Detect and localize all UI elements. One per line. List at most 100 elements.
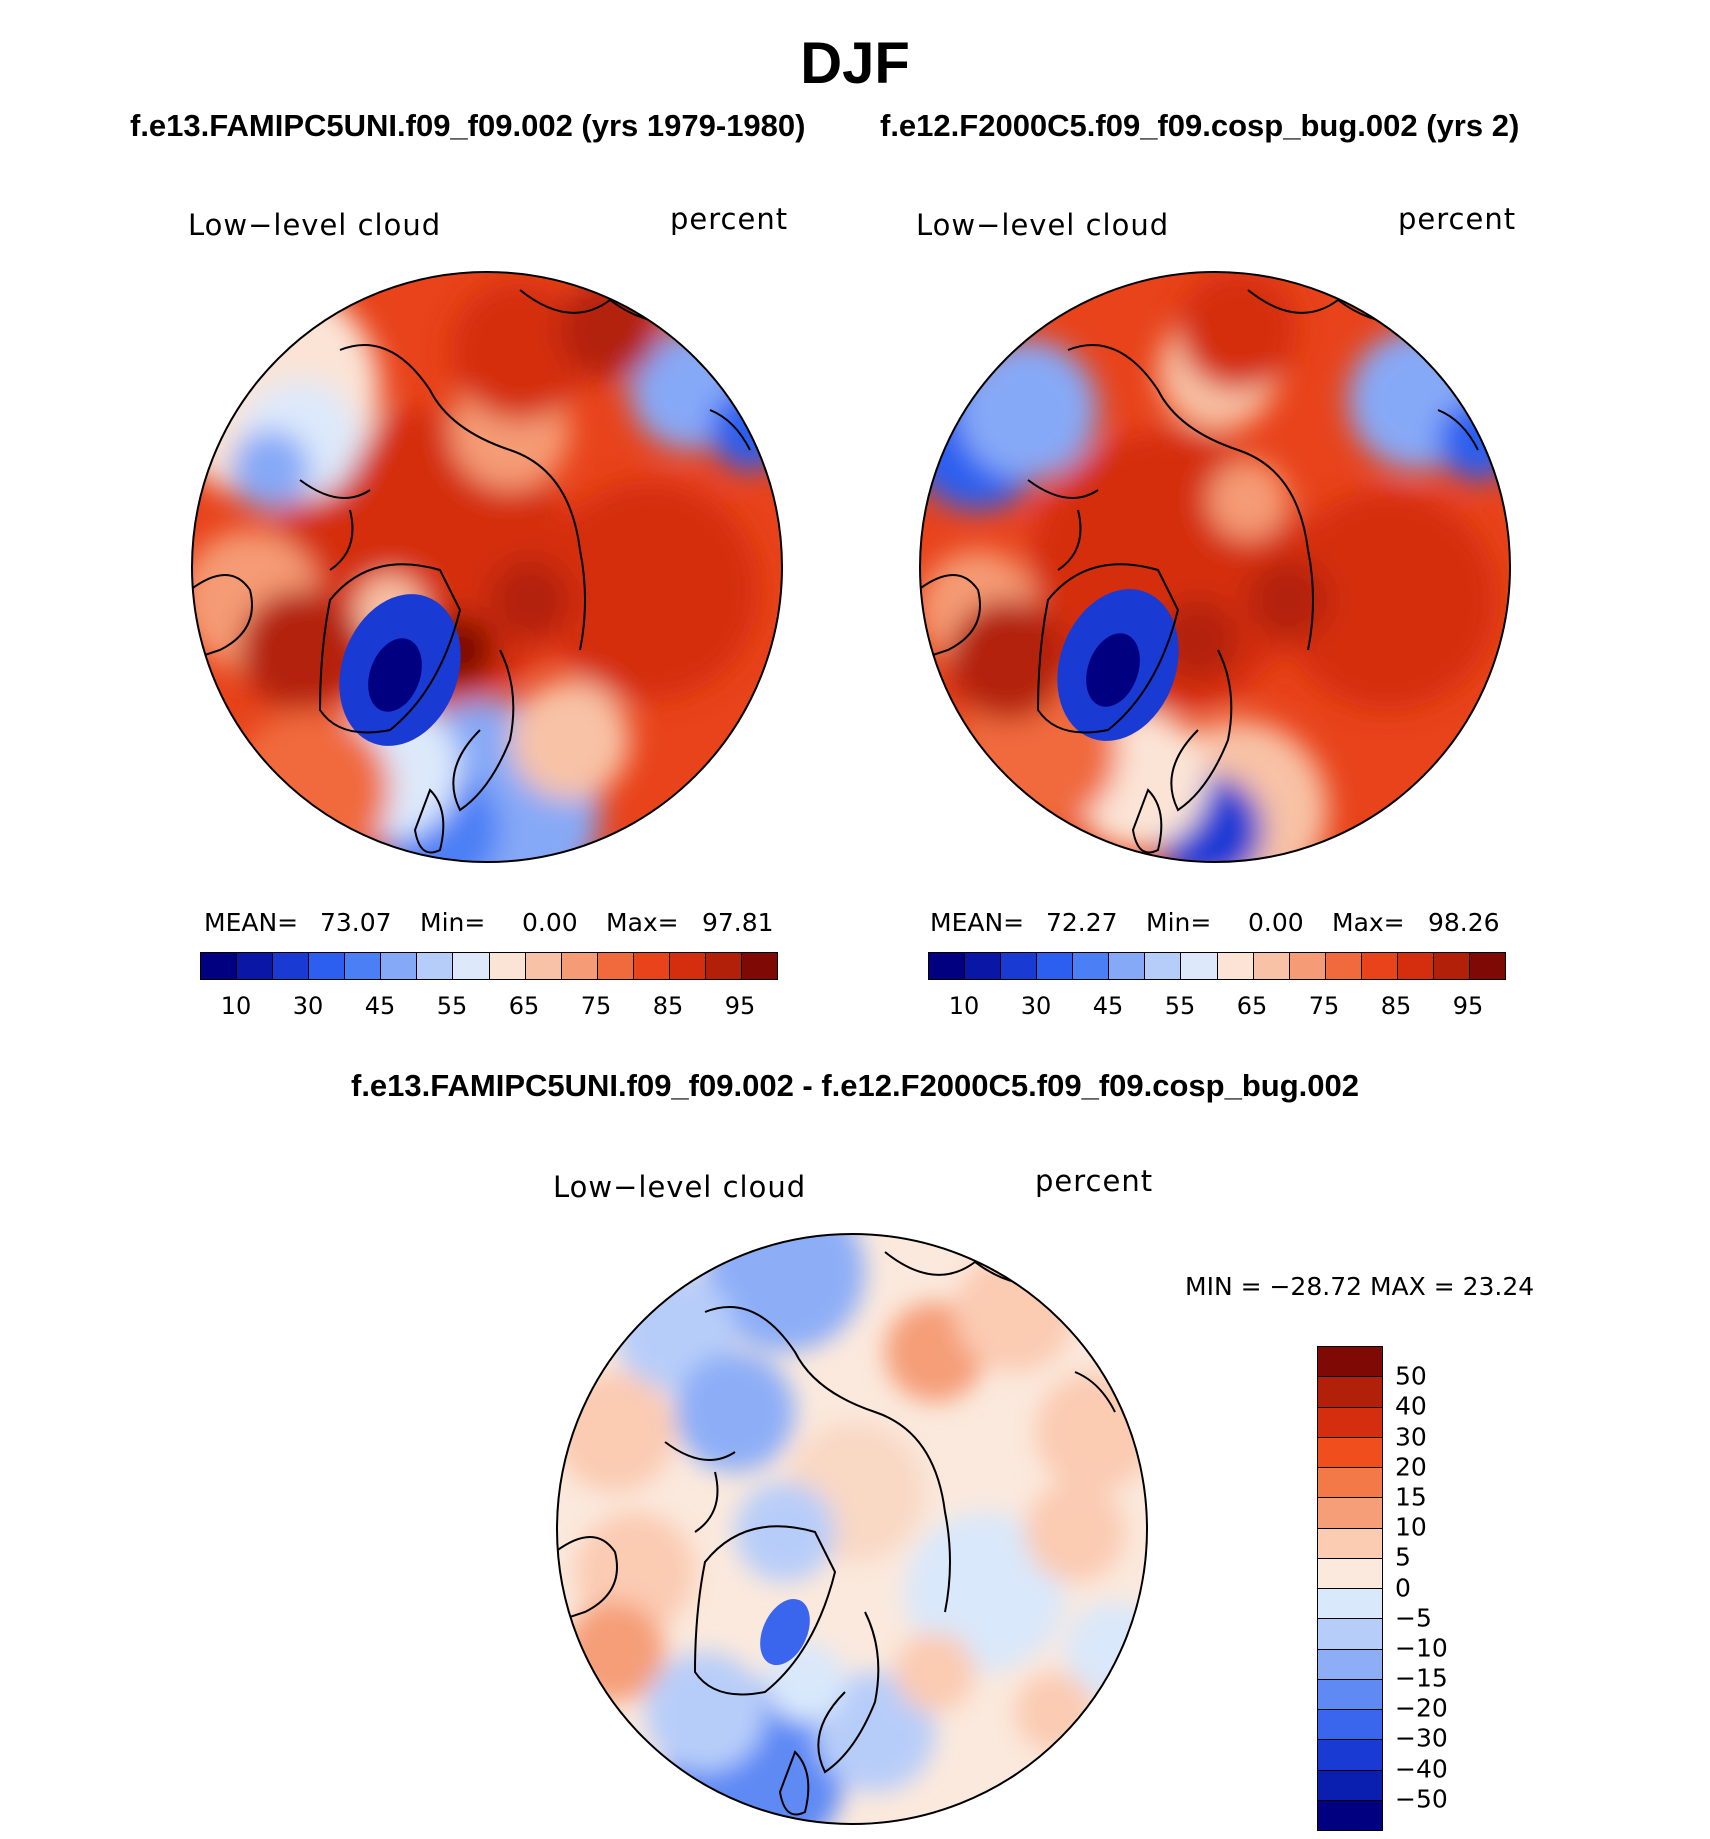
north-america-coastline xyxy=(192,574,253,661)
colorbar-label: 20 xyxy=(1395,1452,1427,1482)
colorbar-swatch xyxy=(1318,1619,1382,1650)
right-variable-label: Low−level cloud xyxy=(916,208,1170,242)
left-mean-value: 73.07 xyxy=(320,908,392,937)
colorbar-label: 10 xyxy=(1395,1512,1427,1542)
colorbar-tick-label: 10 xyxy=(948,992,980,1020)
colorbar-label: 50 xyxy=(1395,1361,1427,1391)
arctic-archipelago-coastline xyxy=(664,1441,736,1533)
colorbar-swatch xyxy=(489,953,526,979)
scandinavia-coastline xyxy=(817,1611,880,1774)
british-isles-coastline xyxy=(413,788,445,854)
colorbar-swatch xyxy=(633,953,670,979)
colorbar-swatch xyxy=(1361,953,1398,979)
greenland-coastline xyxy=(1036,563,1180,734)
colorbar-tick-label: 45 xyxy=(364,992,396,1020)
case2-label: f.e12.F2000C5.f09_f09.cosp_bug.002 (yrs … xyxy=(880,108,1520,143)
colorbar-swatch xyxy=(201,953,238,979)
colorbar-tick-label: 10 xyxy=(220,992,252,1020)
colorbar-swatch xyxy=(1325,953,1362,979)
north-america-coastline xyxy=(557,1536,618,1623)
right-mean-value: 72.27 xyxy=(1046,908,1118,937)
british-isles-coastline xyxy=(1131,788,1163,854)
colorbar-label: 15 xyxy=(1395,1482,1427,1512)
colorbar-label: −50 xyxy=(1395,1784,1448,1814)
colorbar-swatch xyxy=(1109,953,1146,979)
colorbar-swatch xyxy=(1073,953,1110,979)
colorbar-tick-label: 75 xyxy=(1308,992,1340,1020)
diff-colorbar xyxy=(1317,1346,1383,1831)
colorbar-swatch xyxy=(1318,1649,1382,1680)
colorbar-tick-label: 55 xyxy=(436,992,468,1020)
diff-variable-label: Low−level cloud xyxy=(553,1170,807,1204)
right-max-value: 98.26 xyxy=(1428,908,1500,937)
colorbar-swatch xyxy=(1318,1558,1382,1589)
right-min-label: Min= xyxy=(1146,908,1212,937)
colorbar-swatch xyxy=(1318,1498,1382,1529)
colorbar-swatch xyxy=(1318,1589,1382,1620)
right-max-label: Max= xyxy=(1332,908,1405,937)
colorbar-tick-label: 75 xyxy=(580,992,612,1020)
colorbar-swatch xyxy=(1318,1679,1382,1710)
left-mean-label: MEAN= xyxy=(204,908,299,937)
colorbar-swatch xyxy=(309,953,346,979)
colorbar-swatch xyxy=(1289,953,1326,979)
left-min-label: Min= xyxy=(420,908,486,937)
eurasia-coastline xyxy=(704,1306,951,1613)
right-polar-map xyxy=(919,271,1511,863)
colorbar-label: 0 xyxy=(1395,1573,1411,1602)
left-max-label: Max= xyxy=(606,908,679,937)
colorbar-swatch xyxy=(381,953,418,979)
map-boundary xyxy=(919,271,1511,863)
colorbar-swatch xyxy=(929,953,966,979)
colorbar-label: −30 xyxy=(1395,1723,1448,1753)
colorbar-swatch xyxy=(965,953,1002,979)
colorbar-swatch xyxy=(417,953,454,979)
diff-polar-map xyxy=(556,1233,1148,1825)
colorbar-swatch xyxy=(1318,1437,1382,1468)
colorbar-tick-label: 95 xyxy=(1452,992,1484,1020)
right-mean-label: MEAN= xyxy=(930,908,1025,937)
colorbar-swatch xyxy=(237,953,274,979)
colorbar-swatch xyxy=(1469,953,1505,979)
colorbar-swatch xyxy=(1433,953,1470,979)
page-title: DJF xyxy=(800,31,910,96)
colorbar-swatch xyxy=(1318,1347,1382,1378)
diff-units-label: percent xyxy=(1035,1164,1154,1198)
arctic-archipelago-coastline xyxy=(1027,479,1099,571)
colorbar-tick-label: 95 xyxy=(724,992,756,1020)
left-max-value: 97.81 xyxy=(702,908,774,937)
colorbar-swatch xyxy=(1253,953,1290,979)
map-boundary xyxy=(191,271,783,863)
right-colorbar xyxy=(928,952,1506,980)
colorbar-swatch xyxy=(525,953,562,979)
colorbar-swatch xyxy=(1318,1468,1382,1499)
arctic-archipelago-coastline xyxy=(299,479,371,571)
colorbar-label: −10 xyxy=(1395,1633,1448,1663)
scandinavia-coastline xyxy=(1170,649,1233,812)
colorbar-swatch xyxy=(345,953,382,979)
colorbar-swatch xyxy=(1181,953,1218,979)
colorbar-tick-label: 65 xyxy=(1236,992,1268,1020)
colorbar-swatch xyxy=(453,953,490,979)
colorbar-label: −5 xyxy=(1395,1603,1432,1633)
colorbar-tick-label: 85 xyxy=(652,992,684,1020)
colorbar-swatch xyxy=(1145,953,1182,979)
colorbar-tick-label: 30 xyxy=(292,992,324,1020)
eurasia-coastline xyxy=(1067,344,1314,651)
left-variable-label: Low−level cloud xyxy=(188,208,442,242)
colorbar-swatch xyxy=(741,953,777,979)
colorbar-tick-label: 85 xyxy=(1380,992,1412,1020)
colorbar-tick-label: 30 xyxy=(1020,992,1052,1020)
colorbar-tick-label: 55 xyxy=(1164,992,1196,1020)
colorbar-swatch xyxy=(561,953,598,979)
colorbar-swatch xyxy=(1318,1800,1382,1830)
greenland-coastline xyxy=(693,1525,837,1696)
left-units-label: percent xyxy=(670,202,789,236)
case1-label: f.e13.FAMIPC5UNI.f09_f09.002 (yrs 1979-1… xyxy=(130,108,806,143)
colorbar-swatch xyxy=(1318,1407,1382,1438)
colorbar-swatch xyxy=(1318,1377,1382,1408)
colorbar-label: −15 xyxy=(1395,1663,1448,1693)
colorbar-swatch xyxy=(273,953,310,979)
colorbar-tick-label: 45 xyxy=(1092,992,1124,1020)
colorbar-label: −20 xyxy=(1395,1693,1448,1723)
